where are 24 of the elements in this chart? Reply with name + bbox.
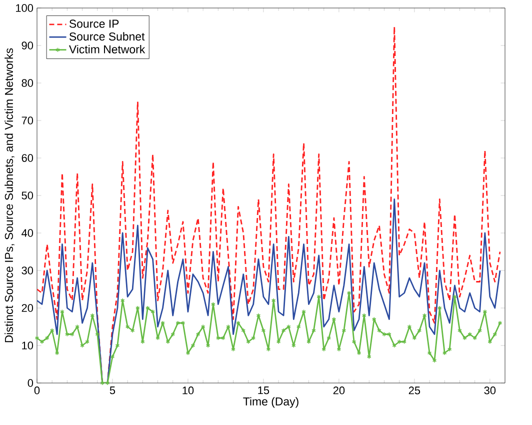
y-tick-label: 50	[22, 192, 34, 200]
y-axis-title: Distinct Source IPs, Source Subnets, and Victim Networks	[4, 48, 14, 342]
y-tick-label: 70	[22, 116, 34, 124]
x-tick-label: 20	[333, 386, 345, 394]
y-tick-label: 30	[22, 266, 34, 274]
y-tick-label: 0	[28, 379, 34, 387]
x-tick-label: 0	[34, 386, 40, 394]
y-tick-label: 40	[22, 229, 34, 237]
x-tick-label: 25	[408, 386, 420, 394]
legend-label: Source IP	[69, 20, 119, 28]
legend-label: Victim Network	[68, 44, 146, 54]
y-tick-label: 90	[22, 42, 34, 50]
x-axis-title: Time (Day)	[243, 397, 298, 408]
y-tick-label: 60	[22, 154, 34, 162]
legend-label: Source Subnet	[69, 32, 145, 41]
y-tick-label: 80	[22, 79, 34, 87]
x-tick-label: 5	[110, 386, 116, 394]
x-tick-label: 30	[484, 386, 496, 394]
x-tick-label: 15	[258, 386, 270, 394]
y-tick-label: 20	[22, 304, 34, 312]
line-series	[37, 198, 501, 383]
x-tick-label: 10	[182, 386, 194, 394]
y-tick-label: 10	[22, 342, 34, 350]
y-tick-label: 100	[16, 4, 34, 12]
